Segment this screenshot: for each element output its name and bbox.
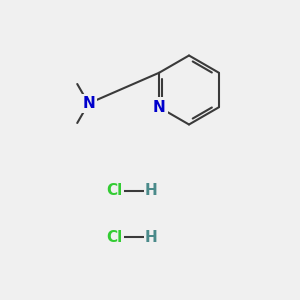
- Text: H: H: [145, 183, 158, 198]
- Text: H: H: [145, 230, 158, 244]
- Text: N: N: [153, 100, 166, 115]
- Text: N: N: [82, 96, 95, 111]
- Text: Cl: Cl: [106, 230, 122, 244]
- Text: Cl: Cl: [106, 183, 122, 198]
